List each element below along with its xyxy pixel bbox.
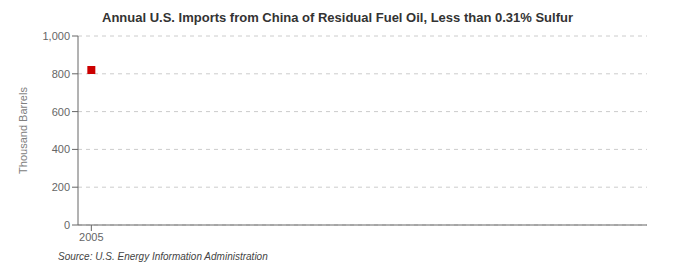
svg-text:800: 800	[52, 68, 70, 80]
html-text:Source: U.S. Energy Informatio: Source: U.S. Energy Information Administ…	[58, 251, 268, 262]
svg-text:0: 0	[64, 219, 70, 231]
svg-text:200: 200	[52, 181, 70, 193]
svg-text:400: 400	[52, 143, 70, 155]
html-text:Annual U.S. Imports from China: Annual U.S. Imports from China of Residu…	[102, 10, 573, 25]
svg-text:2005: 2005	[79, 231, 103, 243]
svg-text:600: 600	[52, 106, 70, 118]
svg-text:Thousand Barrels: Thousand Barrels	[17, 87, 29, 174]
svg-text:1,000: 1,000	[42, 30, 70, 42]
